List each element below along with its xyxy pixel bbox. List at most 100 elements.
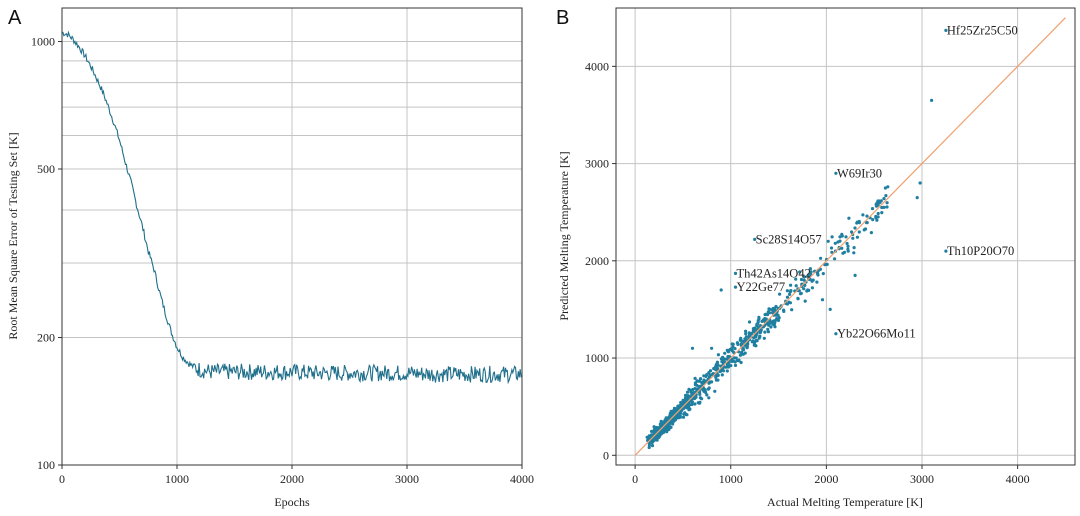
panel-b-point — [702, 378, 706, 382]
panel-b-point — [853, 226, 857, 230]
panel-b-point — [852, 246, 856, 250]
panel-b-point — [884, 194, 888, 198]
panel-b-point — [725, 348, 729, 352]
panel-b-point — [687, 387, 691, 391]
panel-b-point — [846, 249, 850, 253]
panel-a-y-tick-label: 200 — [37, 331, 55, 345]
panel-b-point — [762, 336, 766, 340]
panel-b-point — [748, 332, 752, 336]
panel-b-point — [803, 283, 807, 287]
panel-b-point — [816, 272, 820, 276]
panel-b-point — [667, 423, 671, 427]
panel-b-point — [731, 342, 735, 346]
panel-b-point — [740, 339, 744, 343]
panel-b-point — [862, 228, 866, 232]
panel-b-point — [647, 443, 652, 447]
panel-b-point — [705, 393, 709, 397]
panel-b-point — [876, 211, 880, 216]
panel-a-ylabel: Root Mean Square Error of Testing Set [K… — [6, 132, 20, 339]
panel-b-point — [796, 297, 800, 301]
panel-b-point — [810, 279, 814, 283]
panel-a-x-tick-label: 1000 — [165, 472, 189, 486]
panel-b-point — [885, 201, 889, 205]
panel-b-point — [674, 414, 679, 418]
panel-b-point — [769, 325, 773, 329]
panel-b-point — [739, 342, 744, 346]
panel-b-point — [830, 250, 834, 254]
panel-b-frame — [615, 7, 1076, 466]
panel-b-point — [652, 425, 656, 429]
panel-b-point — [741, 347, 745, 351]
panel-b-point — [733, 271, 738, 275]
panel-b-point — [744, 344, 748, 348]
panel-b-point — [820, 298, 825, 302]
panel-b-point — [828, 307, 832, 311]
panel-b-point — [833, 241, 837, 245]
panel-b-point — [684, 393, 688, 397]
panel-b-point — [885, 205, 889, 209]
panel-b-point — [707, 375, 712, 379]
panel-b-point — [719, 288, 723, 292]
panel-b-point — [803, 299, 807, 303]
panel-a-y-tick-label: 500 — [37, 162, 55, 176]
panel-b-annotation-label: Th42As14O42 — [737, 266, 811, 280]
panel-b: B Hf25Zr25C50 W69Ir30 Sc28S14O57 Th10P20O70… — [556, 7, 1076, 509]
panel-b-point — [865, 214, 869, 218]
panel-b-point — [809, 272, 813, 276]
panel-b-point — [757, 336, 761, 340]
panel-b-point — [878, 200, 882, 205]
panel-b-point — [690, 346, 695, 350]
panel-b-point — [855, 235, 860, 239]
panel-b-point — [710, 373, 714, 377]
panel-b-point — [673, 418, 678, 422]
panel-b-point — [705, 373, 709, 377]
panel-b-point — [739, 336, 743, 340]
panel-b-x-tick-label: 0 — [632, 472, 638, 486]
panel-b-point — [874, 202, 878, 206]
panel-a-x-ticks: 0 1000 2000 3000 4000 — [59, 465, 534, 486]
panel-b-point — [865, 221, 869, 225]
panel-b-point — [662, 427, 666, 431]
panel-b-point — [697, 401, 702, 405]
panel-b-point — [751, 327, 756, 331]
panel-b-point — [726, 355, 730, 359]
panel-a-letter: A — [8, 7, 22, 29]
panel-b-point — [712, 367, 716, 371]
panel-b-point — [649, 434, 653, 438]
panel-b-point — [744, 332, 748, 336]
panel-b-point — [679, 401, 683, 405]
panel-b-point — [650, 444, 655, 448]
panel-b-point — [944, 28, 948, 32]
panel-b-annotation-label: Sc28S14O57 — [756, 232, 822, 246]
panel-b-point — [686, 394, 691, 398]
panel-b-point — [840, 246, 844, 250]
panel-b-point — [767, 307, 771, 311]
panel-b-point — [846, 244, 850, 248]
panel-b-point — [652, 437, 656, 441]
panel-b-point — [725, 369, 729, 373]
panel-b-point — [688, 407, 692, 411]
panel-b-point — [880, 211, 884, 215]
panel-b-point — [758, 330, 762, 334]
panel-b-point — [807, 288, 811, 292]
panel-b-point — [836, 240, 840, 244]
panel-b-point — [799, 291, 803, 295]
panel-b-point — [700, 380, 704, 385]
panel-b-point — [645, 435, 649, 439]
panel-b-y-ticks: 0 1000 2000 3000 4000 — [585, 59, 616, 462]
panel-b-point — [834, 332, 838, 336]
panel-b-point — [944, 249, 948, 253]
panel-b-point — [744, 335, 749, 339]
panel-b-point — [685, 390, 690, 394]
panel-b-point — [693, 381, 698, 385]
panel-b-point — [830, 235, 834, 239]
panel-b-point — [756, 325, 760, 330]
panel-b-point — [698, 392, 702, 396]
panel-b-point — [708, 369, 713, 373]
panel-b-point — [852, 251, 856, 255]
panel-b-point — [697, 384, 701, 388]
panel-a-y-ticks: 100 200 500 1000 — [31, 35, 62, 472]
panel-b-point — [721, 356, 725, 360]
panel-b-point — [665, 430, 669, 434]
panel-b-point — [861, 213, 865, 217]
